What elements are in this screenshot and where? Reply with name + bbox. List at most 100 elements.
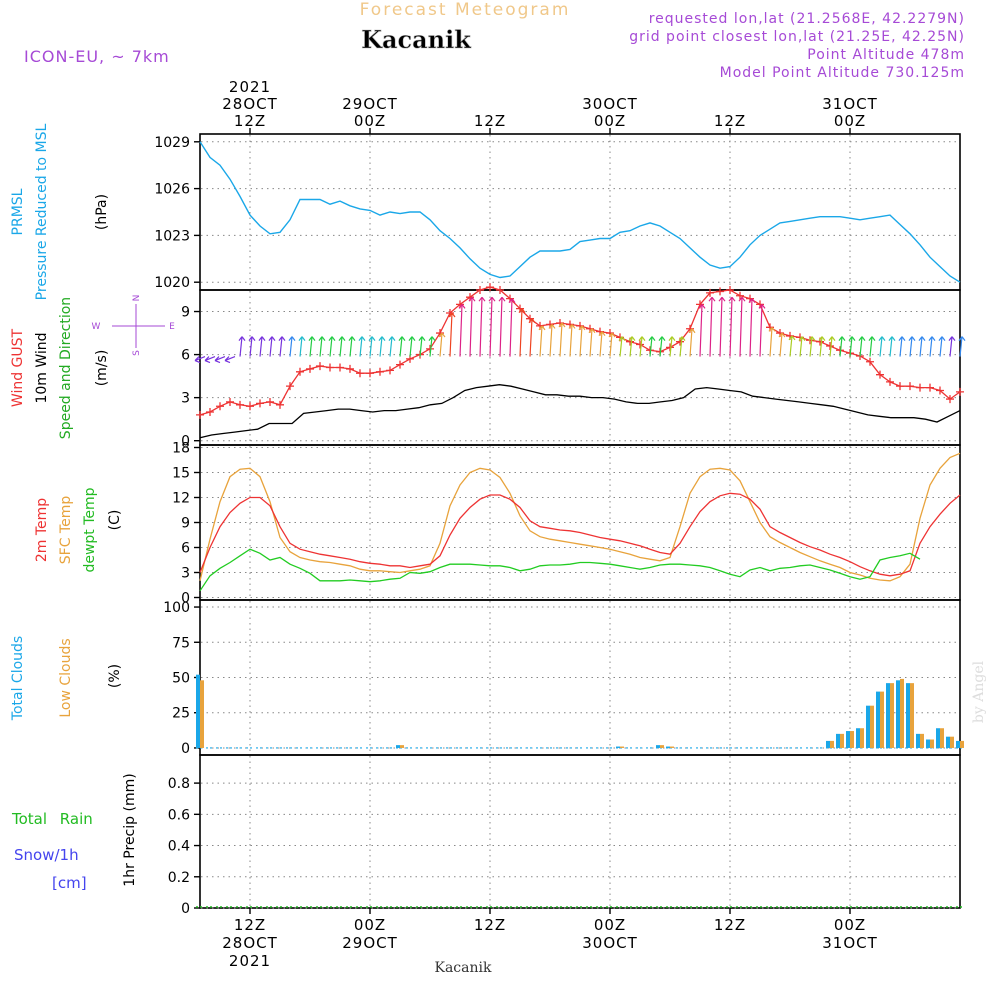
temp-tick-labels: 0 3 6 9 12 15 18 (172, 441, 190, 607)
grid-lines (201, 135, 959, 909)
wind-arrow (838, 336, 846, 357)
compass-w: W (92, 322, 101, 332)
pressure-tick-label: 1023 (154, 228, 190, 244)
wind-arrow (368, 336, 376, 357)
wind-arrow (498, 296, 506, 357)
top-time-label: 31OCT (822, 95, 878, 113)
wind-arrow (258, 336, 266, 357)
wind-arrow (428, 336, 436, 357)
wind-arrow (638, 336, 646, 357)
low-cloud-bar (870, 705, 874, 748)
clouds-tick-label: 100 (163, 600, 190, 616)
gust-marker (296, 367, 304, 376)
top-time-label: 12Z (474, 112, 506, 130)
panel-frame-precip (199, 754, 961, 909)
top-time-label: 12Z (234, 112, 266, 130)
gust-marker (706, 288, 714, 297)
wind-arrow (678, 336, 686, 357)
wind-arrow (508, 298, 516, 357)
wind-arrow (768, 326, 776, 357)
wind-arrow (204, 356, 216, 364)
wind-arrow (608, 332, 616, 357)
bottom-time-label: 00Z (594, 916, 626, 934)
wind-arrow (648, 336, 656, 357)
grid-coords: grid point closest lon,lat (21.25E, 42.2… (629, 29, 965, 45)
gust-marker (486, 283, 494, 292)
wind-arrow (728, 296, 736, 357)
wind-arrow (518, 308, 526, 357)
total-cloud-bar (836, 733, 840, 748)
compass-rose: N W E S (92, 295, 176, 356)
wind-arrow (898, 336, 906, 357)
clouds-tick-label: 25 (172, 706, 190, 722)
wind-arrow (468, 296, 476, 357)
wind-arrow (438, 332, 446, 357)
gust-marker (366, 369, 374, 378)
clouds-tick-label: 0 (181, 741, 190, 757)
gust-marker (956, 387, 964, 396)
gust-marker (896, 382, 904, 391)
wind-arrow (458, 303, 466, 357)
precip-tick-label: 0.4 (168, 839, 190, 855)
low-cloud-bar (960, 740, 964, 748)
total-cloud-bar (866, 705, 870, 748)
wind-arrow (928, 336, 936, 357)
gust-marker (286, 382, 294, 391)
wind-tick-label: 3 (181, 391, 190, 407)
bottom-time-label: 12Z (474, 916, 506, 934)
wind-arrow (418, 336, 426, 357)
gust-marker (886, 377, 894, 386)
gust-marker (216, 402, 224, 411)
wind-arrow (828, 336, 836, 357)
bottom-time-label: 31OCT (822, 934, 878, 952)
total-cloud-bar (936, 728, 940, 748)
wind-arrow (408, 336, 416, 357)
wind-direction-arrows (195, 296, 966, 364)
wind-arrow (718, 296, 726, 357)
wind-tick-label: 0 (181, 434, 190, 450)
low-cloud-bar (400, 745, 404, 748)
wind-arrow (398, 336, 406, 357)
total-cloud-bar (196, 674, 200, 748)
gust-marker (496, 286, 504, 294)
gust-marker (716, 287, 724, 296)
gust-marker (736, 291, 744, 300)
gust-marker (636, 340, 644, 349)
wind-speed-line (199, 384, 961, 439)
bottom-time-label: 29OCT (342, 934, 398, 952)
wind-label-10m: 10m Wind (34, 332, 50, 403)
low-cloud-bar (900, 678, 904, 748)
total-cloud-bar (826, 740, 830, 748)
gust-marker (926, 383, 934, 392)
gust-marker (386, 366, 394, 375)
panel-frame-pressure (199, 133, 961, 291)
wind-arrow (528, 318, 536, 357)
temp-tick-label: 9 (181, 516, 190, 532)
compass-e: E (169, 322, 175, 332)
low-cloud-bar (930, 739, 934, 748)
low-cloud-bar (880, 691, 884, 748)
top-time-label: 28OCT (222, 95, 278, 113)
wind-arrow (918, 336, 926, 357)
wind-arrow (868, 336, 876, 357)
wind-arrow (478, 296, 486, 357)
wind-arrow (958, 336, 966, 357)
temp-label-dewpt: dewpt Temp (82, 487, 98, 572)
low-cloud-bar (890, 683, 894, 748)
pressure-tick-labels: 1020 1023 1026 1029 (154, 135, 190, 291)
pressure-tick-label: 1020 (154, 275, 190, 291)
total-cloud-bar (956, 740, 960, 748)
gust-marker (256, 399, 264, 408)
wind-arrow (738, 296, 746, 357)
wind-arrow (558, 322, 566, 357)
wind-arrow (598, 331, 606, 357)
temp-tick-label: 15 (172, 466, 190, 482)
precip-unit: 1hr Precip (mm) (122, 773, 138, 886)
gust-marker (946, 395, 954, 404)
wind-arrow (698, 303, 706, 357)
wind-arrow (388, 336, 396, 357)
wind-arrow (248, 336, 256, 357)
precip-tick-label: 0.8 (168, 776, 190, 792)
